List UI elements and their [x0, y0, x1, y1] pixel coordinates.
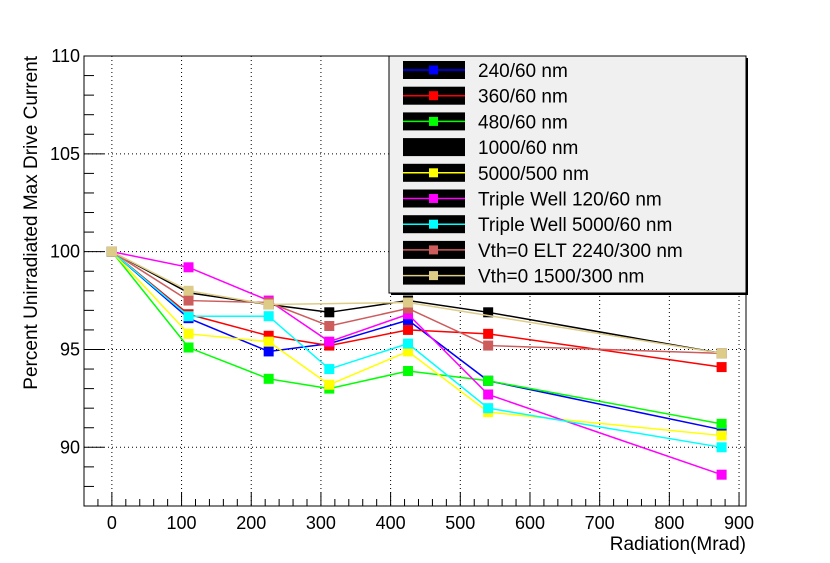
data-point — [483, 340, 494, 351]
data-point — [324, 379, 335, 390]
data-point — [716, 348, 727, 359]
x-tick-label: 300 — [306, 513, 336, 533]
y-tick-label: 110 — [51, 46, 80, 66]
legend-label: Vth=0 ELT 2240/300 nm — [478, 241, 683, 262]
legend-marker — [429, 271, 438, 281]
data-point — [263, 299, 274, 310]
data-point — [716, 469, 727, 480]
x-tick-label: 100 — [167, 513, 197, 533]
legend-label: Triple Well 120/60 nm — [478, 190, 662, 211]
legend-marker — [429, 219, 438, 229]
data-point — [483, 389, 494, 400]
data-point — [324, 336, 335, 347]
x-axis-title: Radiation(Mrad) — [610, 534, 746, 555]
legend-marker — [429, 168, 438, 178]
data-point — [403, 315, 414, 326]
data-point — [483, 328, 494, 339]
data-point — [716, 430, 727, 441]
data-point — [263, 346, 274, 357]
data-point — [716, 424, 727, 435]
data-point — [403, 338, 414, 349]
data-point — [106, 246, 117, 257]
axes: 0 100 200 300 400 500 600 700 800 900 90 95 100 105 11… — [50, 46, 754, 533]
legend-marker — [429, 91, 438, 101]
data-point — [403, 324, 414, 335]
x-tick-label: 800 — [654, 513, 684, 533]
data-point — [716, 418, 727, 429]
plot-series — [106, 246, 727, 480]
legend-label: Triple Well 5000/60 nm — [478, 215, 672, 236]
legend-marker — [429, 245, 438, 255]
data-point — [183, 285, 194, 296]
data-point — [403, 309, 414, 320]
legend-label: Vth=0 1500/300 nm — [478, 267, 644, 288]
y-tick-label: 95 — [60, 339, 80, 359]
data-point — [403, 366, 414, 376]
data-point — [263, 373, 274, 384]
data-point — [483, 403, 494, 414]
legend-marker — [429, 116, 438, 126]
legend-marker — [429, 194, 438, 203]
data-point — [716, 362, 727, 373]
y-tick-label: 90 — [60, 437, 80, 457]
data-point — [183, 262, 194, 273]
x-tick-label: 900 — [724, 513, 754, 533]
legend-label: 360/60 nm — [478, 87, 568, 108]
data-point — [324, 321, 335, 331]
data-point — [263, 311, 274, 322]
data-point — [183, 328, 194, 339]
y-tick-label: 105 — [50, 144, 80, 164]
data-point — [483, 375, 494, 386]
data-point — [263, 330, 274, 341]
legend-label: 240/60 nm — [478, 61, 568, 82]
data-point — [403, 346, 414, 357]
data-point — [403, 297, 414, 308]
data-point — [183, 342, 194, 353]
x-tick-label: 500 — [445, 513, 475, 533]
y-tick-label: 100 — [50, 242, 80, 262]
data-point — [483, 307, 494, 318]
data-point — [263, 336, 274, 347]
legend-marker — [429, 65, 438, 75]
data-point — [183, 311, 194, 322]
x-tick-label: 200 — [236, 513, 266, 533]
y-axis-title: Percent Unirradiated Max Drive Current — [21, 55, 42, 389]
legend-label: 480/60 nm — [478, 112, 568, 133]
legend-label: 1000/60 nm — [478, 138, 578, 159]
data-point — [403, 303, 414, 314]
data-point — [324, 364, 335, 375]
legend: 240/60 nm 360/60 nm 480/60 nm 1000/60 nm 500… — [388, 55, 748, 295]
legend-marker — [429, 142, 438, 152]
legend-label: 5000/500 nm — [478, 164, 589, 185]
x-tick-label: 700 — [585, 513, 615, 533]
x-tick-label: 0 — [107, 513, 117, 533]
data-point — [183, 295, 194, 306]
data-point — [324, 307, 335, 318]
x-tick-label: 400 — [376, 513, 406, 533]
x-tick-label: 600 — [515, 513, 545, 533]
data-point — [716, 442, 727, 453]
